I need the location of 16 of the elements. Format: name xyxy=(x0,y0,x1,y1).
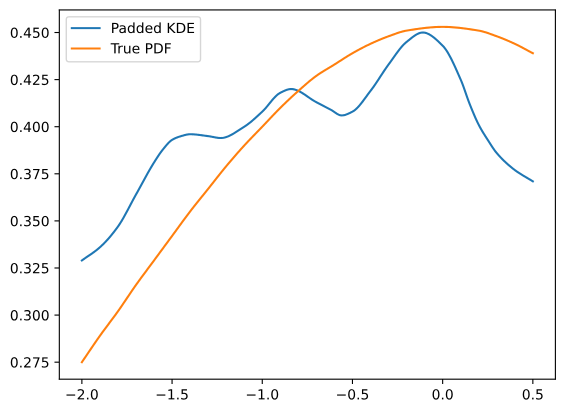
x-tick-label: −1.0 xyxy=(246,389,278,400)
x-tick-label: −2.0 xyxy=(66,389,98,400)
y-tick-label: 0.400 xyxy=(10,122,49,132)
x-tick-label: 0.0 xyxy=(432,389,453,400)
y-tick-label: 0.375 xyxy=(10,168,48,180)
legend-label: True PDF xyxy=(110,43,171,54)
y-tick-label: 0.325 xyxy=(10,262,48,274)
y-tick-label: 0.350 xyxy=(10,216,49,226)
y-tick-label: 0.450 xyxy=(10,27,49,38)
x-tick-label: 0.5 xyxy=(522,389,543,400)
y-tick-label: 0.275 xyxy=(10,357,48,368)
y-tick-label: 0.300 xyxy=(10,310,49,321)
legend-label: Padded KDE xyxy=(112,22,194,34)
x-tick-label: −1.5 xyxy=(156,389,188,400)
y-tick-label: 0.425 xyxy=(10,74,48,86)
x-tick-label: −0.5 xyxy=(337,389,368,400)
